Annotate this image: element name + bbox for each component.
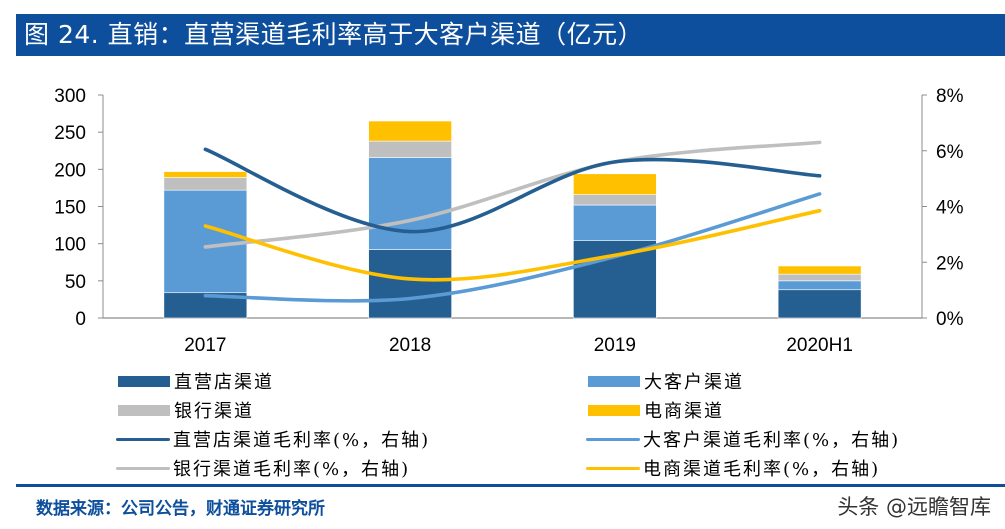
lines [203, 140, 822, 303]
legend-item-ecommerce-margin: 电商渠道毛利率(%，右轴) [586, 455, 880, 481]
legend-swatch-bar [588, 404, 640, 416]
legend-label: 银行渠道 [174, 401, 254, 422]
legend-swatch-line [116, 437, 170, 441]
x-axis-tick-label: 2018 [389, 335, 431, 356]
legend-swatch-bar [588, 375, 640, 387]
right-axis-tick-label: 4% [936, 198, 964, 219]
left-axis-tick-label: 150 [54, 198, 86, 219]
bar-segment [777, 273, 862, 282]
bar-segment [573, 240, 657, 319]
bar-segment [777, 265, 862, 275]
right-axis-tick-label: 0% [936, 309, 964, 330]
legend-swatch-bar [118, 375, 170, 387]
legend-label: 银行渠道毛利率(%，右轴) [173, 459, 411, 480]
line-series [203, 208, 822, 282]
legend-swatch-line [586, 437, 640, 441]
bar-segment [777, 280, 862, 291]
axis-labels: 0 50 100 150 200 250 300 0% 2% 4% 6% 8% 2017 2018 2019… [54, 86, 963, 356]
right-axis-tick-label: 2% [936, 253, 964, 274]
legend-label: 电商渠道 [644, 401, 724, 422]
bar-segment [368, 120, 452, 142]
legend-label: 直营店渠道毛利率(%，右轴) [173, 430, 431, 451]
legend-item-key-account-margin: 大客户渠道毛利率(%，右轴) [586, 426, 900, 452]
bar-segment [163, 177, 248, 191]
bar-segment [368, 157, 452, 250]
left-axis-tick-label: 300 [54, 86, 86, 107]
left-axis-tick-label: 100 [54, 235, 86, 256]
combo-chart: 0 50 100 150 200 250 300 0% 2% 4% 6% 8% 2017 2018 2019… [54, 86, 963, 356]
x-axis-tick-label: 2019 [594, 335, 636, 356]
right-axis-tick-label: 8% [936, 86, 964, 107]
legend-label: 电商渠道毛利率(%，右轴) [643, 459, 881, 480]
left-axis-tick-label: 200 [54, 160, 86, 181]
legend-item-direct-store-margin: 直营店渠道毛利率(%，右轴) [116, 426, 430, 452]
bar-segment [573, 173, 657, 195]
left-axis-tick-label: 0 [75, 309, 86, 330]
bar-segment [777, 289, 862, 319]
legend-swatch-line [116, 466, 170, 470]
left-axis-tick-label: 250 [54, 123, 86, 144]
footer-divider [16, 484, 1005, 487]
bar-segment [163, 171, 248, 178]
line-series [203, 147, 822, 234]
legend-label: 大客户渠道毛利率(%，右轴) [643, 430, 901, 451]
line-series [203, 192, 822, 303]
bars [163, 120, 862, 319]
x-axis-tick-label: 2020H1 [786, 335, 853, 356]
bar-segment [368, 249, 452, 319]
right-axis-tick-label: 6% [936, 142, 964, 163]
legend: 直营店渠道 大客户渠道 银行渠道 电商渠道 直营店渠道毛利率(%，右轴) 大客户… [0, 366, 1005, 486]
legend-label: 直营店渠道 [174, 372, 274, 393]
bar-segment [573, 204, 657, 241]
left-axis-tick-label: 50 [65, 272, 86, 293]
bar-segment [573, 194, 657, 206]
watermark: 头条 @远瞻智库 [837, 495, 991, 519]
legend-item-ecommerce: 电商渠道 [588, 397, 724, 423]
x-axis-tick-label: 2017 [184, 335, 226, 356]
legend-swatch-bar [118, 404, 170, 416]
legend-label: 大客户渠道 [644, 372, 744, 393]
legend-item-key-account: 大客户渠道 [588, 368, 744, 394]
chart-title: 图 24. 直销：直营渠道毛利率高于大客户渠道（亿元） [16, 14, 1005, 56]
bar-segment [163, 189, 248, 294]
legend-item-bank-margin: 银行渠道毛利率(%，右轴) [116, 455, 410, 481]
line-series [203, 140, 822, 249]
legend-item-bank: 银行渠道 [118, 397, 254, 423]
source-note: 数据来源：公司公告，财通证券研究所 [36, 499, 325, 519]
bar-segment [368, 140, 452, 158]
legend-item-direct-store: 直营店渠道 [118, 368, 274, 394]
legend-swatch-line [586, 466, 640, 470]
